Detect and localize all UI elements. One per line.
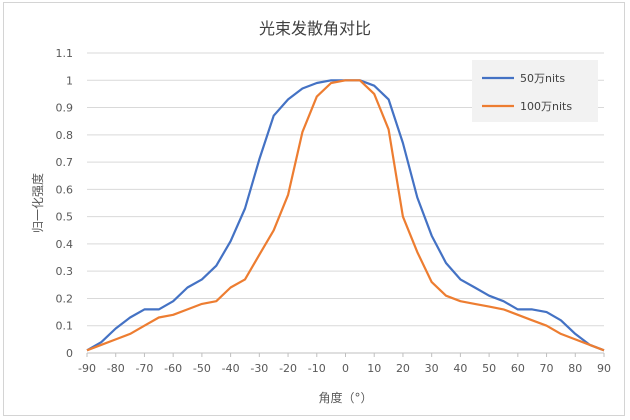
x-tick-label: 40 <box>453 362 467 375</box>
y-tick-label: 0.2 <box>56 292 74 305</box>
x-tick-label: -90 <box>78 362 96 375</box>
x-tick-label: 0 <box>342 362 349 375</box>
x-tick-label: -80 <box>107 362 125 375</box>
x-tick-label: 20 <box>396 362 410 375</box>
x-tick-label: -40 <box>222 362 240 375</box>
x-tick-label: 50 <box>482 362 496 375</box>
x-axis-label: 角度（°） <box>318 390 372 405</box>
x-tick-label: -10 <box>308 362 326 375</box>
x-tick-label: 30 <box>425 362 439 375</box>
chart-title: 光束发散角对比 <box>259 19 371 38</box>
x-tick-label: 10 <box>367 362 381 375</box>
x-tick-label: 70 <box>540 362 554 375</box>
y-tick-label: 0 <box>66 347 73 360</box>
series-line-2 <box>86 79 605 352</box>
y-axis-label: 归一化强度 <box>30 173 45 233</box>
y-tick-label: 0.3 <box>56 265 74 278</box>
y-tick-label: 0.6 <box>56 183 74 196</box>
x-tick-label: 90 <box>597 362 611 375</box>
x-tick-label: -60 <box>164 362 182 375</box>
y-tick-label: 0.7 <box>56 156 74 169</box>
legend-box <box>472 60 598 122</box>
legend-label: 50万nits <box>520 72 565 85</box>
x-tick-label: -50 <box>193 362 211 375</box>
y-axis-ticks: 0 0.1 0.2 0.3 0.4 0.5 0.6 0.7 0.8 0.9 1 1.1 <box>56 47 74 360</box>
y-tick-label: 0.5 <box>56 211 74 224</box>
legend-label: 100万nits <box>520 100 572 113</box>
y-tick-label: 1.1 <box>56 47 74 60</box>
y-tick-label: 0.4 <box>56 238 74 251</box>
x-tick-label: 80 <box>568 362 582 375</box>
y-tick-label: 0.8 <box>56 129 74 142</box>
x-tick-label: -20 <box>279 362 297 375</box>
x-tick-label: -30 <box>250 362 268 375</box>
x-tick-label: -70 <box>135 362 153 375</box>
x-tick-label: 60 <box>511 362 525 375</box>
y-tick-label: 0.9 <box>56 102 74 115</box>
y-tick-label: 0.1 <box>56 320 74 333</box>
x-axis-ticks: -90 -80 -70 -60 -50 -40 -30 -20 -10 0 10 20 30 40 50 60… <box>78 353 611 375</box>
y-tick-label: 1 <box>66 74 73 87</box>
legend: 50万nits 100万nits <box>472 60 598 122</box>
series-lines <box>86 79 605 352</box>
